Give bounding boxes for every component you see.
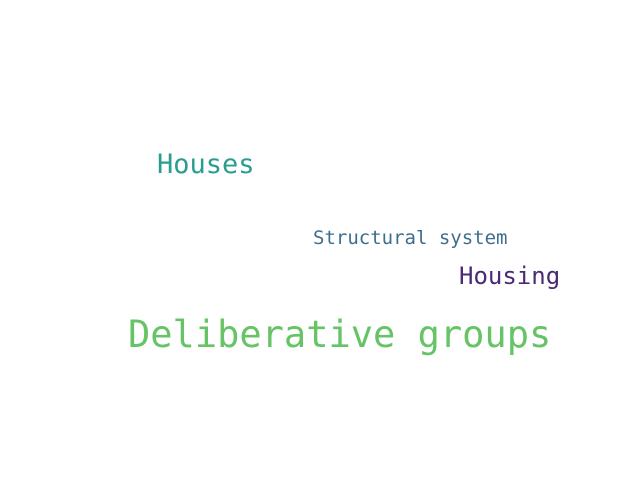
word-deliberative-groups: Deliberative groups — [128, 316, 551, 353]
word-structural-system: Structural system — [313, 229, 507, 248]
word-housing: Housing — [459, 264, 560, 288]
word-houses: Houses — [157, 151, 255, 178]
